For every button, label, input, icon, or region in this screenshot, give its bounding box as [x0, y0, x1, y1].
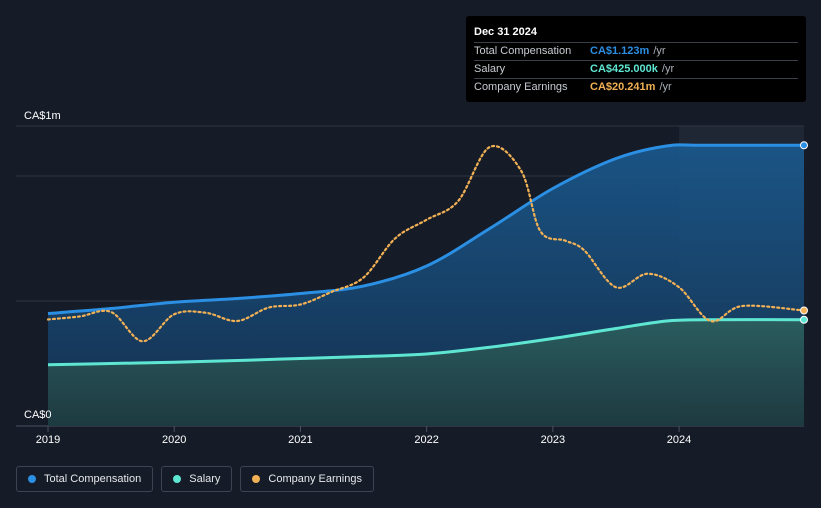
y-tick-label: CA$0 [24, 409, 52, 421]
tooltip-row-salary: Salary CA$425.000k /yr [474, 61, 798, 79]
total-compensation-end-dot [800, 141, 808, 150]
tooltip-row-total: Total Compensation CA$1.123m /yr [474, 43, 798, 61]
chart-legend: Total Compensation Salary Company Earnin… [16, 466, 374, 492]
x-tick-label: 2023 [541, 434, 565, 446]
legend-item-total-compensation[interactable]: Total Compensation [16, 466, 154, 492]
x-tick-label: 2020 [162, 434, 186, 446]
legend-label: Company Earnings [268, 473, 362, 485]
legend-label: Total Compensation [44, 473, 142, 485]
tooltip-value: CA$20.241m [590, 81, 656, 93]
x-axis-labels: 2019 2020 2021 2022 2023 2024 [36, 426, 691, 446]
tooltip-value: CA$1.123m [590, 45, 650, 57]
legend-dot-icon [173, 475, 182, 483]
tooltip-date: Dec 31 2024 [474, 24, 798, 43]
salary-end-dot [800, 315, 808, 324]
x-tick-label: 2021 [288, 434, 312, 446]
total-compensation-line [47, 143, 805, 315]
tooltip-unit: /yr [659, 81, 672, 93]
compensation-chart: CA$1m CA$0 2019 2020 2021 2022 2023 2024 [16, 110, 808, 446]
legend-dot-icon [28, 475, 36, 483]
tooltip-label: Company Earnings [474, 81, 568, 93]
legend-label: Salary [189, 473, 221, 485]
tooltip-panel: Dec 31 2024 Total Compensation CA$1.123m… [466, 16, 806, 102]
legend-item-company-earnings[interactable]: Company Earnings [240, 466, 374, 492]
company-earnings-line [46, 144, 806, 343]
tooltip-unit: /yr [653, 45, 666, 57]
y-axis-labels: CA$1m CA$0 [24, 110, 61, 421]
x-tick-label: 2019 [36, 434, 60, 446]
tooltip-label: Salary [474, 63, 506, 75]
tooltip-unit: /yr [661, 63, 675, 75]
y-tick-label: CA$1m [24, 110, 61, 122]
tooltip-value: CA$425.000k [590, 63, 658, 75]
salary-line [47, 318, 805, 367]
legend-item-salary[interactable]: Salary [161, 466, 233, 492]
salary-area [48, 319, 804, 426]
company-earnings-end-dot [800, 306, 808, 315]
legend-dot-icon [252, 475, 261, 483]
tooltip-label: Total Compensation [474, 45, 572, 57]
tooltip-row-earnings: Company Earnings CA$20.241m /yr [474, 79, 798, 96]
x-tick-label: 2022 [414, 434, 438, 446]
x-tick-label: 2024 [667, 434, 691, 446]
